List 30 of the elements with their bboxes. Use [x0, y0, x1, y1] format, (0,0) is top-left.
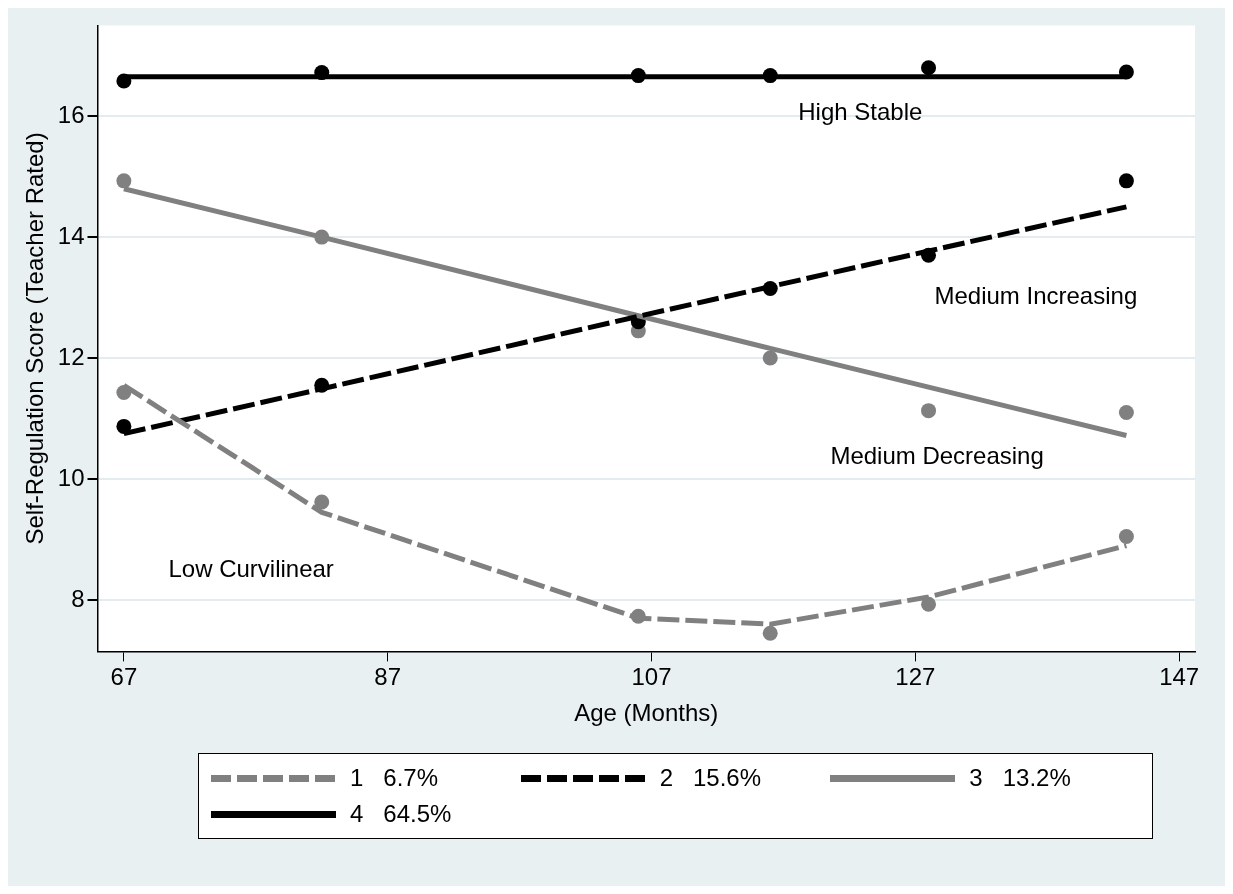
point	[1118, 173, 1134, 189]
legend-label: 1 6.7%	[350, 764, 439, 792]
point	[921, 596, 937, 612]
y-tick-label: 8	[71, 584, 85, 612]
y-axis-title: Self-Regulation Score (Teacher Rated)	[21, 132, 49, 545]
y-tick-label: 10	[57, 463, 85, 491]
legend-label: 4 64.5%	[350, 800, 452, 828]
x-tick-label: 127	[895, 663, 936, 691]
point	[1118, 404, 1134, 420]
x-tick-label: 147	[1159, 663, 1200, 691]
point	[762, 350, 778, 366]
point	[1118, 528, 1134, 544]
point	[314, 494, 330, 510]
point	[762, 625, 778, 641]
annotation: Medium Increasing	[934, 282, 1138, 310]
x-tick-label: 67	[110, 663, 138, 691]
annotation: Medium Decreasing	[830, 441, 1044, 469]
legend-label: 3 13.2%	[969, 764, 1071, 792]
point	[921, 403, 937, 419]
x-tick-label: 87	[374, 663, 402, 691]
point	[116, 173, 132, 189]
annotation: Low Curvilinear	[168, 554, 334, 582]
point	[921, 60, 937, 76]
y-tick-label: 16	[57, 100, 85, 128]
y-tick-label: 14	[57, 221, 85, 249]
y-tick-label: 12	[57, 342, 85, 370]
legend-label: 2 15.6%	[659, 764, 762, 792]
x-axis-title: Age (Months)	[574, 699, 719, 727]
annotation: High Stable	[798, 97, 923, 125]
x-tick-label: 107	[631, 663, 672, 691]
